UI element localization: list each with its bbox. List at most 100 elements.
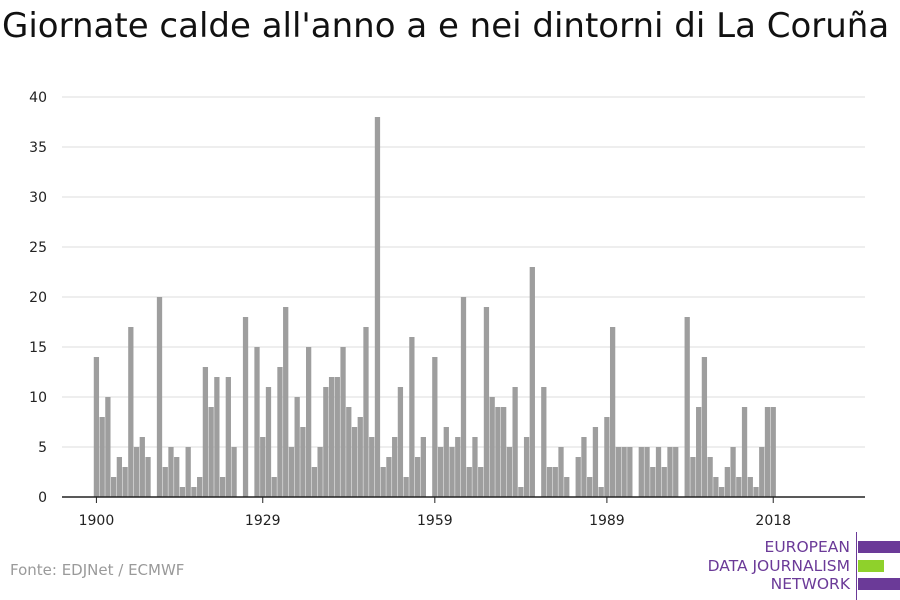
bar <box>615 447 622 497</box>
bar <box>110 477 117 497</box>
bar <box>191 487 197 497</box>
bar <box>730 447 736 497</box>
bar <box>495 407 501 497</box>
logo-bar-green <box>858 560 884 572</box>
y-tick-label: 25 <box>29 240 47 256</box>
bar <box>759 447 765 497</box>
bar <box>351 427 358 497</box>
bar <box>753 487 759 497</box>
bar <box>116 457 122 497</box>
y-axis-ticks: 0 5 10 15 20 25 30 35 40 <box>29 90 47 506</box>
bar <box>455 437 461 497</box>
bar <box>764 407 771 497</box>
bar <box>260 437 266 497</box>
bar <box>460 297 467 497</box>
bar <box>254 347 260 497</box>
bar <box>437 447 444 497</box>
chart-title: Giornate calde all'anno a e nei dintorni… <box>2 6 890 46</box>
logo-bar-purple-top <box>858 541 900 553</box>
bar <box>363 327 369 497</box>
bar <box>168 447 174 497</box>
bar <box>667 447 673 497</box>
y-tick-label: 35 <box>29 140 47 156</box>
bar <box>323 387 329 497</box>
bar <box>346 407 352 497</box>
bar <box>707 457 713 497</box>
y-tick-label: 5 <box>38 440 47 456</box>
bar <box>581 437 587 497</box>
x-tick-label: 1929 <box>245 513 281 529</box>
bar <box>334 377 340 497</box>
bar <box>741 407 748 497</box>
bar <box>529 267 535 497</box>
bar <box>443 427 449 497</box>
bar <box>747 477 753 497</box>
bars <box>93 117 776 497</box>
bar <box>214 377 220 497</box>
x-tick-label: 1989 <box>589 513 625 529</box>
bar <box>403 477 409 497</box>
logo-divider <box>856 532 857 600</box>
bar <box>105 397 111 497</box>
bar <box>655 447 662 497</box>
source-note: Fonte: EDJNet / ECMWF <box>10 561 185 579</box>
bar <box>174 457 180 497</box>
bar <box>673 447 679 497</box>
y-tick-label: 40 <box>29 90 47 106</box>
bar <box>409 337 415 497</box>
bar <box>242 317 249 497</box>
edjnet-logo[interactable]: EUROPEAN DATA JOURNALISM NETWORK <box>690 530 900 600</box>
bar <box>621 447 627 497</box>
logo-bar-purple-bottom <box>858 578 900 590</box>
bar <box>506 447 513 497</box>
y-tick-label: 10 <box>29 390 47 406</box>
bar <box>541 387 547 497</box>
bar <box>770 407 776 497</box>
bar <box>661 467 667 497</box>
bar <box>305 347 312 497</box>
x-tick-label: 1900 <box>79 513 115 529</box>
bar <box>414 457 421 497</box>
bar <box>380 467 386 497</box>
bar <box>185 447 191 497</box>
y-tick-label: 0 <box>38 490 47 506</box>
bar <box>133 447 140 497</box>
bar <box>162 467 168 497</box>
bar <box>638 447 644 497</box>
bar <box>587 477 593 497</box>
bar <box>208 407 214 497</box>
bar <box>374 117 381 497</box>
bar <box>145 457 151 497</box>
y-tick-label: 15 <box>29 340 47 356</box>
bar <box>650 467 656 497</box>
bar <box>690 457 696 497</box>
bar <box>432 357 438 497</box>
x-axis-ticks: 1900 1929 1959 1989 2018 <box>79 497 791 529</box>
logo-text-line-2: DATA JOURNALISM <box>707 557 850 575</box>
bar <box>564 477 570 497</box>
y-tick-label: 20 <box>29 290 47 306</box>
bar <box>317 447 323 497</box>
bar <box>392 437 398 497</box>
bar <box>736 477 742 497</box>
bar <box>718 487 725 497</box>
bar <box>277 367 283 497</box>
bar <box>598 487 604 497</box>
bar <box>300 427 306 497</box>
bar <box>265 387 272 497</box>
x-tick-label: 2018 <box>755 513 791 529</box>
bar <box>696 407 702 497</box>
bar <box>139 437 145 497</box>
bar <box>449 447 455 497</box>
bar <box>202 367 209 497</box>
bar <box>478 467 484 497</box>
logo-text-line-3: NETWORK <box>770 575 850 593</box>
bar <box>271 477 277 497</box>
bar <box>713 477 719 497</box>
bar <box>546 467 553 497</box>
logo-text-line-1: EUROPEAN <box>764 538 850 556</box>
bar <box>128 327 134 497</box>
bar <box>644 447 650 497</box>
bar <box>701 357 708 497</box>
